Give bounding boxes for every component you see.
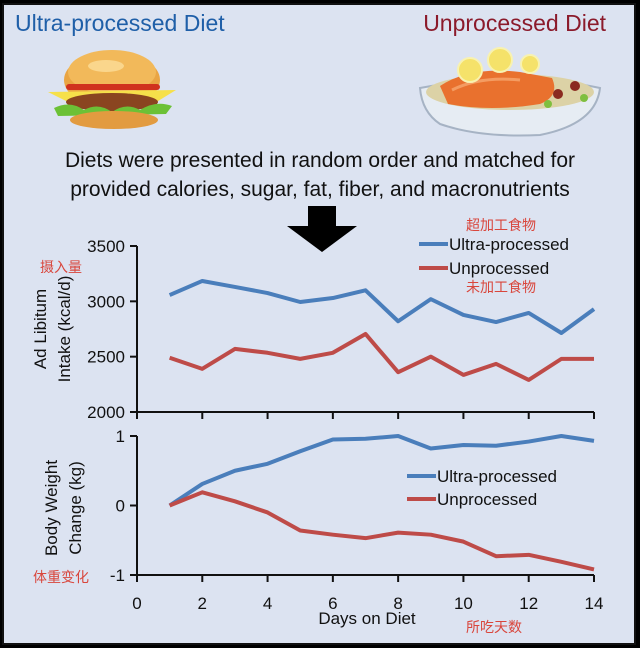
weight-xtick-label: 4	[263, 594, 272, 613]
unprocessed-cn-annotation: 未加工食物	[466, 279, 536, 296]
intake-ytick-label: 2000	[87, 403, 125, 422]
legend-label-ultra: Ultra-processed	[437, 467, 557, 486]
weight-xtick-label: 8	[393, 594, 402, 613]
salmon-pasta-plate-icon	[418, 47, 602, 137]
days-cn-annotation: 所吃天数	[466, 620, 522, 636]
bottom-strip	[0, 648, 640, 659]
weight-chart: -1 0 1 0 2 4 6 8 10 12 14 Body Weight Change (kg)…	[33, 427, 603, 636]
ultra-processed-diet-title: Ultra-processed Diet	[15, 10, 225, 36]
legend-label-unprocessed: Unprocessed	[449, 259, 549, 278]
weight-ylabel-line1: Body Weight	[42, 460, 61, 556]
weight-cn-annotation: 体重变化	[33, 570, 89, 586]
weight-xtick-label: 0	[132, 594, 141, 613]
unprocessed-diet-title: Unprocessed Diet	[423, 10, 606, 36]
intake-chart: 2000 2500 3000 3500 Ad Libitum Intake (kcal…	[31, 217, 596, 422]
weight-line-ultra-processed	[168, 434, 595, 508]
weight-xtick-label: 2	[198, 594, 207, 613]
weight-legend: Ultra-processed Unprocessed	[407, 467, 557, 509]
weight-xlabel: Days on Diet	[318, 609, 416, 628]
weight-xtick-label: 14	[585, 594, 604, 613]
intake-ytick-label: 3500	[87, 237, 125, 256]
intake-ylabel-line2: Intake (kcal/d)	[55, 276, 74, 383]
legend-label-unprocessed: Unprocessed	[437, 490, 537, 509]
intake-ytick-label: 2500	[87, 348, 125, 367]
intake-line-unprocessed	[169, 331, 594, 382]
weight-xtick-label: 10	[454, 594, 473, 613]
weight-xtick-label: 6	[328, 594, 337, 613]
hamburger-icon	[48, 50, 176, 129]
intake-cn-annotation: 摄入量	[40, 260, 82, 276]
weight-ylabel-line2: Change (kg)	[66, 461, 85, 555]
intake-legend: 超加工食物 Ultra-processed Unprocessed 未加工食物	[419, 217, 569, 296]
intake-ylabel-line1: Ad Libitum	[31, 289, 50, 369]
intake-line-ultra-processed	[168, 278, 596, 335]
subtitle-line-2: provided calories, sugar, fat, fiber, an…	[70, 178, 570, 201]
weight-ytick-label: 1	[116, 427, 125, 446]
subtitle-line-1: Diets were presented in random order and…	[64, 149, 576, 172]
intake-ytick-label: 3000	[87, 292, 125, 311]
weight-ytick-label: 0	[116, 497, 125, 516]
study-description: Diets were presented in random order and…	[0, 146, 640, 204]
down-arrow-icon	[287, 206, 357, 252]
ultra-cn-annotation: 超加工食物	[466, 217, 536, 234]
weight-ytick-label: -1	[110, 566, 125, 585]
legend-label-ultra: Ultra-processed	[449, 235, 569, 254]
weight-line-unprocessed	[168, 490, 595, 572]
weight-xtick-label: 12	[519, 594, 538, 613]
